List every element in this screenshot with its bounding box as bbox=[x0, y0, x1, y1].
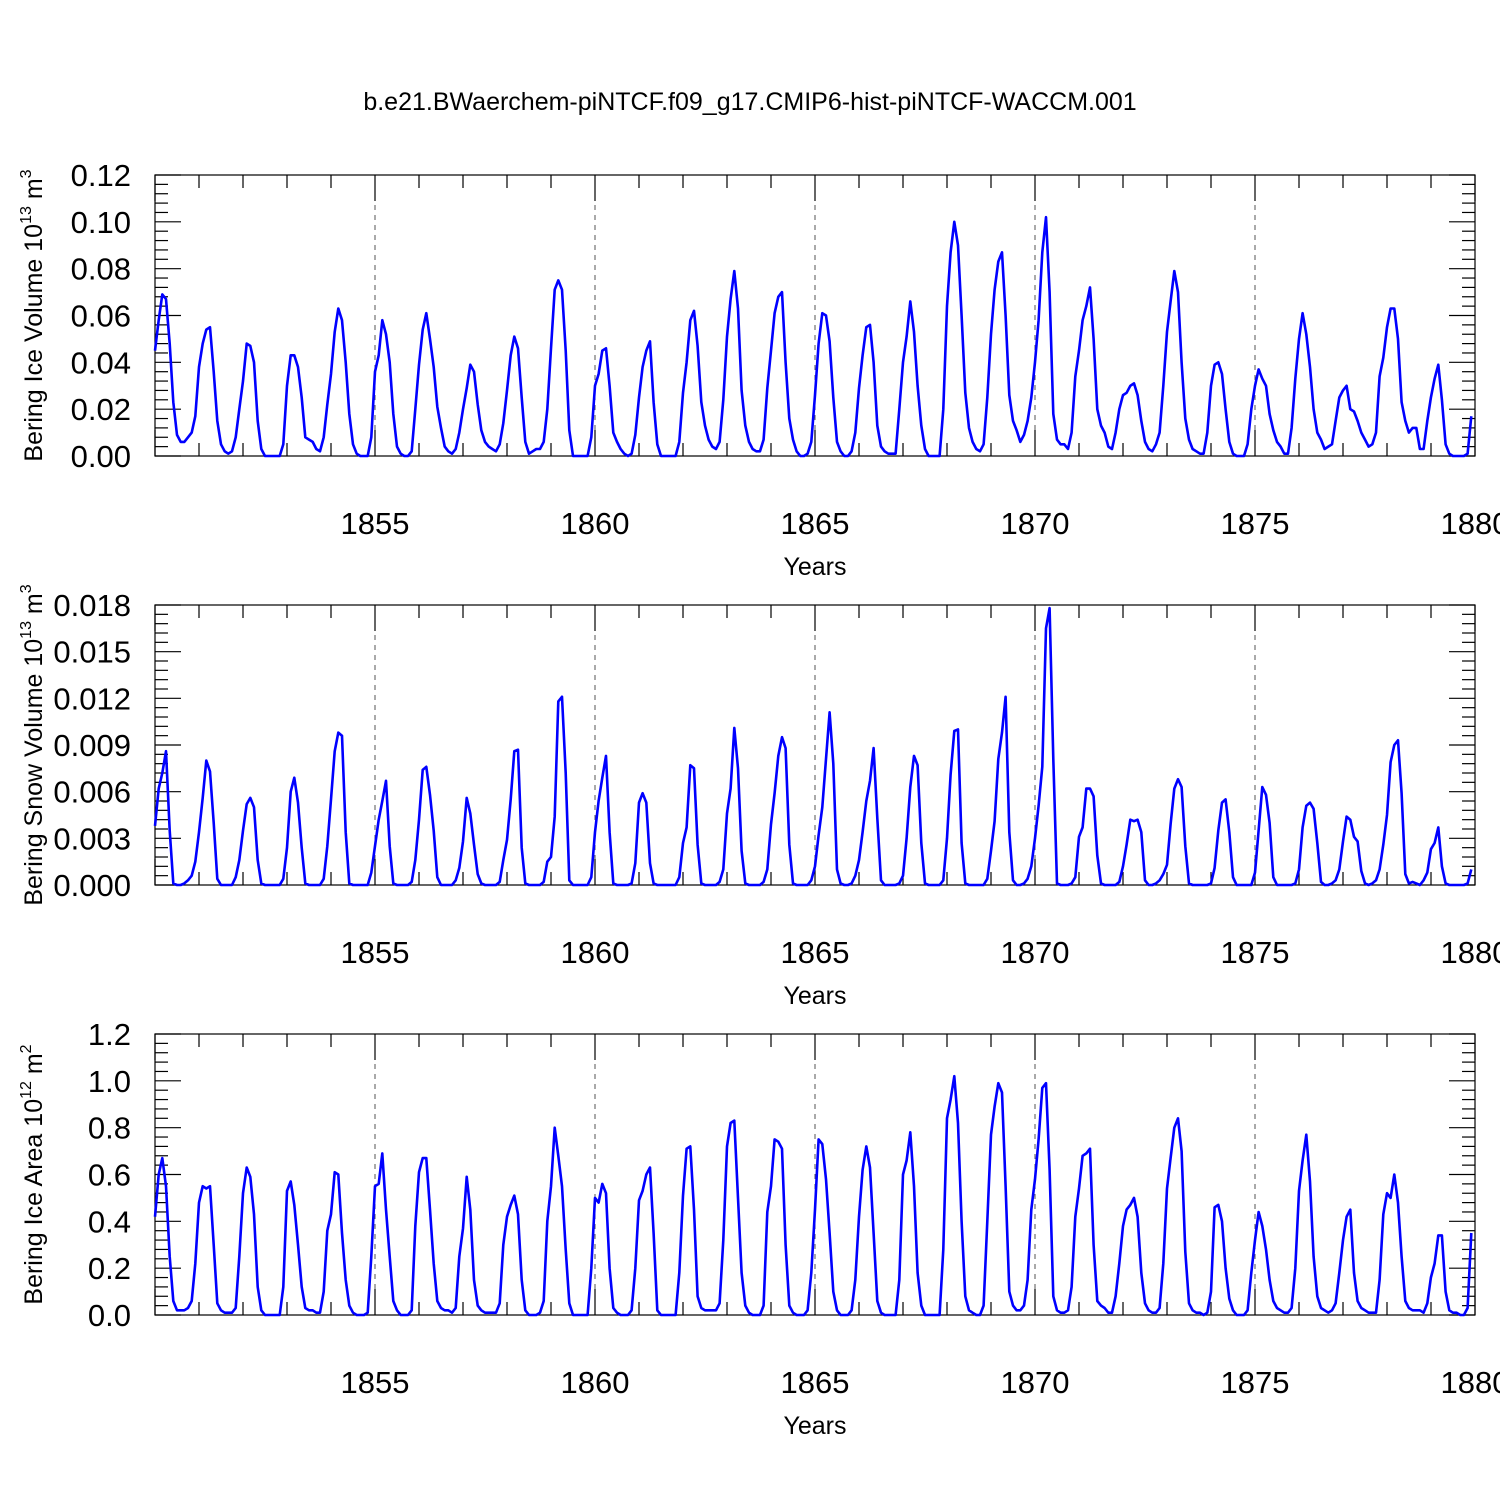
x-tick-label: 1860 bbox=[561, 935, 630, 970]
panel-snow-volume: 0.000 0.003 0.006 0.009 0.012 0.015 0.018 1855 1… bbox=[18, 584, 1500, 1010]
y-tick-label: 0.10 bbox=[71, 205, 131, 240]
y-tick-label: 0.00 bbox=[71, 439, 131, 474]
x-tick-label: 1875 bbox=[1221, 935, 1290, 970]
y-tick-label: 1.2 bbox=[88, 1017, 131, 1052]
y-axis-title: Bering Snow Volume 1013 m3 bbox=[18, 584, 48, 905]
y-tick-label: 0.009 bbox=[53, 728, 131, 763]
chart-title: b.e21.BWaerchem-piNTCF.f09_g17.CMIP6-his… bbox=[363, 88, 1136, 116]
series-line-ice-volume bbox=[153, 215, 1473, 458]
y-tick-label: 0.003 bbox=[53, 821, 131, 856]
x-tick-label: 1860 bbox=[561, 1365, 630, 1400]
y-axis-title: Bering Ice Volume 1013 m3 bbox=[18, 169, 48, 461]
x-tick-label: 1865 bbox=[781, 506, 850, 541]
y-tick-label: 0.12 bbox=[71, 158, 131, 193]
y-tick-label: 0.000 bbox=[53, 868, 131, 903]
x-tick-label: 1870 bbox=[1001, 506, 1070, 541]
x-tick-label: 1855 bbox=[341, 1365, 410, 1400]
x-axis-title: Years bbox=[783, 982, 846, 1010]
y-axis-title: Bering Ice Area 1012 m2 bbox=[18, 1044, 48, 1304]
x-tick-label: 1865 bbox=[781, 1365, 850, 1400]
y-tick-label: 0.0 bbox=[88, 1298, 131, 1333]
y-tick-label: 0.04 bbox=[71, 345, 131, 380]
x-tick-label: 1880 bbox=[1441, 506, 1500, 541]
x-axis-title: Years bbox=[783, 553, 846, 581]
y-tick-label: 0.06 bbox=[71, 299, 131, 334]
x-tick-label: 1870 bbox=[1001, 935, 1070, 970]
x-tick-label: 1875 bbox=[1221, 1365, 1290, 1400]
y-tick-label: 0.006 bbox=[53, 775, 131, 810]
x-tick-label: 1860 bbox=[561, 506, 630, 541]
y-tick-label: 1.0 bbox=[88, 1064, 131, 1099]
y-tick-label: 0.02 bbox=[71, 392, 131, 427]
y-tick-label: 0.2 bbox=[88, 1251, 131, 1286]
x-tick-label: 1865 bbox=[781, 935, 850, 970]
series-line-snow-volume bbox=[153, 606, 1473, 887]
y-tick-label: 0.6 bbox=[88, 1158, 131, 1193]
y-tick-label: 0.015 bbox=[53, 635, 131, 670]
y-tick-label: 0.012 bbox=[53, 681, 131, 716]
y-tick-label: 0.8 bbox=[88, 1111, 131, 1146]
x-tick-label: 1880 bbox=[1441, 935, 1500, 970]
y-tick-label: 0.08 bbox=[71, 252, 131, 287]
panel-ice-area: 0.0 0.2 0.4 0.6 0.8 1.0 1.2 1855 1860 1865 1870 187… bbox=[18, 1017, 1500, 1440]
x-axis-title: Years bbox=[783, 1412, 846, 1440]
x-tick-label: 1875 bbox=[1221, 506, 1290, 541]
x-tick-label: 1870 bbox=[1001, 1365, 1070, 1400]
y-tick-label: 0.018 bbox=[53, 588, 131, 623]
y-tick-label: 0.4 bbox=[88, 1204, 131, 1239]
x-tick-label: 1855 bbox=[341, 506, 410, 541]
x-tick-label: 1855 bbox=[341, 935, 410, 970]
panel-ice-volume: 0.00 0.02 0.04 0.06 0.08 0.10 0.12 1855 1860 1865… bbox=[18, 158, 1500, 581]
x-tick-label: 1880 bbox=[1441, 1365, 1500, 1400]
series-line-ice-area bbox=[153, 1074, 1473, 1317]
